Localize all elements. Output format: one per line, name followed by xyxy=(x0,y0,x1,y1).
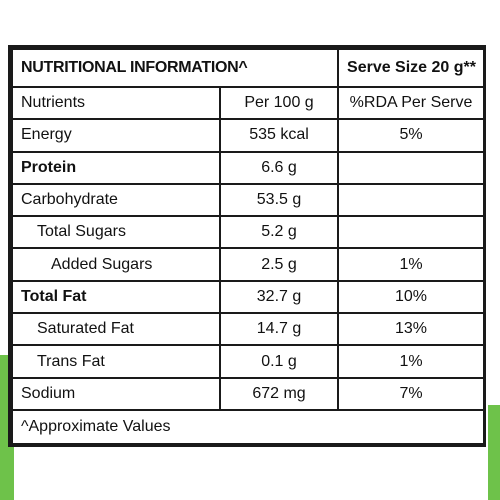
per-100g-value: 672 mg xyxy=(218,376,340,411)
nutrient-name: Trans Fat xyxy=(11,344,221,379)
nutrition-table: NUTRITIONAL INFORMATION^ Serve Size 20 g… xyxy=(10,48,486,445)
nutrient-name: Saturated Fat xyxy=(11,312,221,347)
nutrient-name: Energy xyxy=(11,118,221,153)
per-100g-value: 0.1 g xyxy=(218,344,340,379)
column-header-rda: %RDA Per Serve xyxy=(337,85,486,121)
table-title: NUTRITIONAL INFORMATION^ xyxy=(10,48,340,88)
rda-value: 10% xyxy=(337,279,486,315)
green-packaging-edge-right xyxy=(488,405,500,500)
per-100g-value: 5.2 g xyxy=(218,215,340,250)
nutrition-label: NUTRITIONAL INFORMATION^ Serve Size 20 g… xyxy=(8,45,486,447)
serve-size: Serve Size 20 g** xyxy=(337,48,486,88)
column-header-row: Nutrients Per 100 g %RDA Per Serve xyxy=(11,85,486,121)
rda-value: 13% xyxy=(337,312,486,347)
table-row-energy: Energy 535 kcal 5% xyxy=(11,118,486,153)
table-row-added-sugars: Added Sugars 2.5 g 1% xyxy=(11,247,486,282)
footnote-row: ^Approximate Values xyxy=(10,408,486,445)
rda-value: 7% xyxy=(337,376,486,411)
per-100g-value: 53.5 g xyxy=(218,182,340,218)
table-header-row: NUTRITIONAL INFORMATION^ Serve Size 20 g… xyxy=(10,48,486,88)
rda-value: 1% xyxy=(337,344,486,379)
table-row-total-sugars: Total Sugars 5.2 g xyxy=(11,215,486,250)
nutrient-name: Carbohydrate xyxy=(11,182,221,218)
per-100g-value: 14.7 g xyxy=(218,312,340,347)
nutrient-name: Total Fat xyxy=(11,279,221,315)
per-100g-value: 535 kcal xyxy=(218,118,340,153)
table-row-protein: Protein 6.6 g xyxy=(11,150,486,185)
column-header-nutrients: Nutrients xyxy=(11,85,221,121)
per-100g-value: 32.7 g xyxy=(218,279,340,315)
nutrient-name: Total Sugars xyxy=(11,215,221,250)
table-row-sodium: Sodium 672 mg 7% xyxy=(11,376,486,411)
column-header-per-100g: Per 100 g xyxy=(218,85,340,121)
table-row-carbohydrate: Carbohydrate 53.5 g xyxy=(11,182,486,218)
table-row-saturated-fat: Saturated Fat 14.7 g 13% xyxy=(11,312,486,347)
rda-value: 5% xyxy=(337,118,486,153)
nutrient-name: Added Sugars xyxy=(11,247,221,282)
nutrient-name: Sodium xyxy=(11,376,221,411)
nutrient-name: Protein xyxy=(11,150,221,185)
rda-value xyxy=(337,150,486,185)
rda-value xyxy=(337,215,486,250)
table-row-total-fat: Total Fat 32.7 g 10% xyxy=(11,279,486,315)
footnote: ^Approximate Values xyxy=(10,408,486,445)
per-100g-value: 2.5 g xyxy=(218,247,340,282)
per-100g-value: 6.6 g xyxy=(218,150,340,185)
rda-value xyxy=(337,182,486,218)
table-row-trans-fat: Trans Fat 0.1 g 1% xyxy=(11,344,486,379)
rda-value: 1% xyxy=(337,247,486,282)
